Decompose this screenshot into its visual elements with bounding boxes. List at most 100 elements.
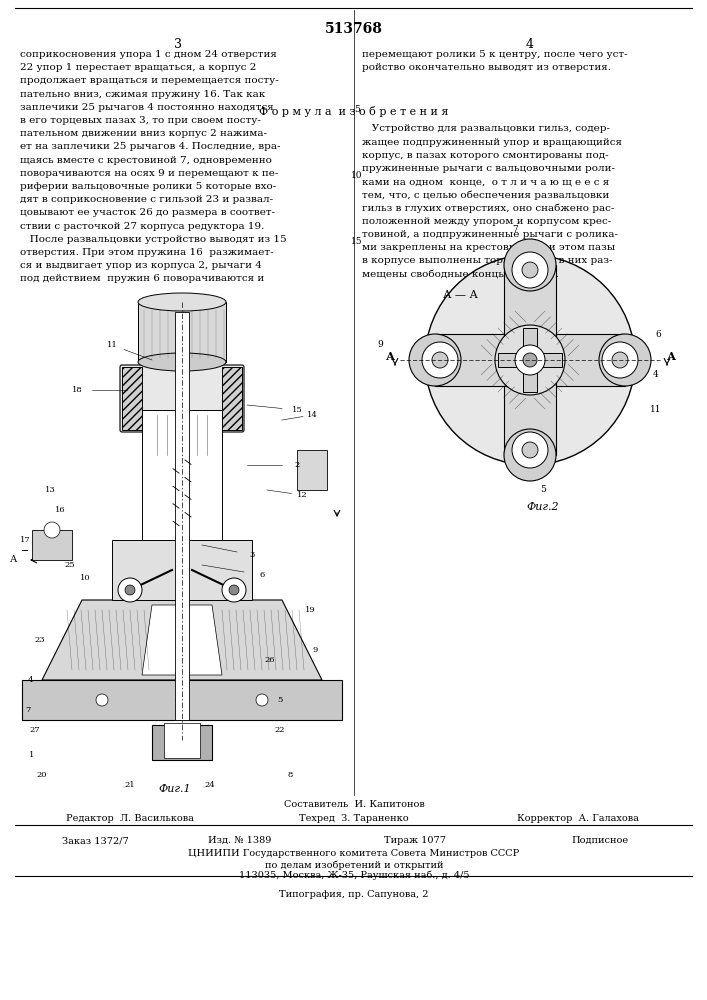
Polygon shape <box>504 360 556 455</box>
Text: Заказ 1372/7: Заказ 1372/7 <box>62 836 129 845</box>
Text: 5: 5 <box>354 105 360 114</box>
Text: соприкосновения упора 1 с дном 24 отверстия: соприкосновения упора 1 с дном 24 отверс… <box>20 50 277 59</box>
Text: 25: 25 <box>64 561 76 569</box>
Bar <box>175 312 189 720</box>
Text: 12: 12 <box>297 491 308 499</box>
Polygon shape <box>530 353 562 367</box>
Text: А — А: А — А <box>443 290 477 300</box>
Text: 4: 4 <box>526 38 534 51</box>
Bar <box>112 540 252 600</box>
Text: дят в соприкосновение с гильзой 23 и развал-: дят в соприкосновение с гильзой 23 и раз… <box>20 195 273 204</box>
Text: цовывают ее участок 26 до размера в соответ-: цовывают ее участок 26 до размера в соот… <box>20 208 275 217</box>
Text: заплечики 25 рычагов 4 постоянно находятся: заплечики 25 рычагов 4 постоянно находят… <box>20 103 274 112</box>
Ellipse shape <box>138 353 226 371</box>
Text: Ф о р м у л а  и з о б р е т е н и я: Ф о р м у л а и з о б р е т е н и я <box>259 106 449 117</box>
Text: 10: 10 <box>80 574 90 582</box>
Text: После развальцовки устройство выводят из 15: После развальцовки устройство выводят из… <box>20 235 286 244</box>
Text: 24: 24 <box>204 781 216 789</box>
Circle shape <box>256 694 268 706</box>
Text: Фиг.1: Фиг.1 <box>158 784 192 794</box>
Text: 9: 9 <box>312 646 317 654</box>
Circle shape <box>512 252 548 288</box>
Text: мещены свободные концы рычагов.: мещены свободные концы рычагов. <box>362 270 559 279</box>
Circle shape <box>425 255 635 465</box>
Circle shape <box>118 578 142 602</box>
Text: Изд. № 1389: Изд. № 1389 <box>209 836 271 845</box>
Circle shape <box>432 352 448 368</box>
Bar <box>164 723 200 758</box>
Text: 5: 5 <box>277 696 283 704</box>
Text: поворачиваются на осях 9 и перемещают к пе-: поворачиваются на осях 9 и перемещают к … <box>20 169 279 178</box>
FancyBboxPatch shape <box>120 365 244 432</box>
Text: жащее подпружиненный упор и вращающийся: жащее подпружиненный упор и вращающийся <box>362 138 622 147</box>
Text: 2: 2 <box>294 461 300 469</box>
Text: Устройство для развальцовки гильз, содер-: Устройство для развальцовки гильз, содер… <box>362 124 610 133</box>
Text: 15: 15 <box>351 237 363 246</box>
Bar <box>152 725 212 760</box>
Text: 23: 23 <box>35 636 45 644</box>
Text: ствии с расточкой 27 корпуса редуктора 19.: ствии с расточкой 27 корпуса редуктора 1… <box>20 222 264 231</box>
Text: тем, что, с целью обеспечения развальцовки: тем, что, с целью обеспечения развальцов… <box>362 190 609 200</box>
Circle shape <box>125 585 135 595</box>
Text: ЦНИИПИ Государственного комитета Совета Министров СССР: ЦНИИПИ Государственного комитета Совета … <box>188 849 520 858</box>
Circle shape <box>515 345 545 375</box>
Circle shape <box>523 353 537 367</box>
Text: 7: 7 <box>25 706 30 714</box>
Text: Подписное: Подписное <box>571 836 629 845</box>
Circle shape <box>522 262 538 278</box>
Circle shape <box>96 694 108 706</box>
Bar <box>142 410 222 540</box>
Circle shape <box>176 694 188 706</box>
Circle shape <box>599 334 651 386</box>
Text: 3: 3 <box>174 38 182 51</box>
Text: в корпусе выполнены торцевыми и в них раз-: в корпусе выполнены торцевыми и в них ра… <box>362 256 612 265</box>
Polygon shape <box>222 367 242 430</box>
Text: ройство окончательно выводят из отверстия.: ройство окончательно выводят из отверсти… <box>362 63 611 72</box>
Text: 3: 3 <box>250 551 255 559</box>
Circle shape <box>522 442 538 458</box>
Text: ми закреплены на крестовине, при этом пазы: ми закреплены на крестовине, при этом па… <box>362 243 615 252</box>
Bar <box>22 680 342 720</box>
Text: пательно вниз, сжимая пружину 16. Так как: пательно вниз, сжимая пружину 16. Так ка… <box>20 90 265 99</box>
Polygon shape <box>498 353 530 367</box>
Text: гильз в глухих отверстиях, оно снабжено рас-: гильз в глухих отверстиях, оно снабжено … <box>362 204 614 213</box>
Polygon shape <box>523 328 537 360</box>
Text: 4: 4 <box>28 676 33 684</box>
Text: 18: 18 <box>71 386 83 394</box>
Text: 11: 11 <box>650 405 662 414</box>
Text: Типография, пр. Сапунова, 2: Типография, пр. Сапунова, 2 <box>279 890 428 899</box>
Text: 21: 21 <box>124 781 135 789</box>
Polygon shape <box>504 265 556 360</box>
Text: корпус, в пазах которого смонтированы под-: корпус, в пазах которого смонтированы по… <box>362 151 609 160</box>
Text: товиной, а подпружиненные рычаги с ролика-: товиной, а подпружиненные рычаги с ролик… <box>362 230 618 239</box>
Text: А: А <box>10 556 17 564</box>
Bar <box>297 450 327 490</box>
Text: Техред  З. Тараненко: Техред З. Тараненко <box>299 814 409 823</box>
Circle shape <box>602 342 638 378</box>
Polygon shape <box>122 367 142 430</box>
Circle shape <box>422 342 458 378</box>
Text: 22: 22 <box>275 726 285 734</box>
Text: Редактор  Л. Василькова: Редактор Л. Василькова <box>66 814 194 823</box>
Text: 6: 6 <box>259 571 264 579</box>
Text: ет на заплечики 25 рычагов 4. Последние, вра-: ет на заплечики 25 рычагов 4. Последние,… <box>20 142 281 151</box>
Text: А: А <box>667 351 676 361</box>
Text: 17: 17 <box>20 536 30 544</box>
Text: 22 упор 1 перестает вращаться, а корпус 2: 22 упор 1 перестает вращаться, а корпус … <box>20 63 257 72</box>
Circle shape <box>229 585 239 595</box>
Text: перемещают ролики 5 к центру, после чего уст-: перемещают ролики 5 к центру, после чего… <box>362 50 628 59</box>
Text: 4: 4 <box>653 370 659 379</box>
Text: Составитель  И. Капитонов: Составитель И. Капитонов <box>284 800 424 809</box>
Text: 9: 9 <box>377 340 383 349</box>
Text: 20: 20 <box>37 771 47 779</box>
Text: 513768: 513768 <box>325 22 383 36</box>
Text: Тираж 1077: Тираж 1077 <box>384 836 446 845</box>
Text: 26: 26 <box>264 656 275 664</box>
Circle shape <box>612 352 628 368</box>
Text: 16: 16 <box>54 506 65 514</box>
Text: 27: 27 <box>30 726 40 734</box>
Polygon shape <box>530 334 625 386</box>
Bar <box>32 530 72 560</box>
Text: продолжает вращаться и перемещается посту-: продолжает вращаться и перемещается пост… <box>20 76 279 85</box>
Text: риферии вальцовочные ролики 5 которые вхо-: риферии вальцовочные ролики 5 которые вх… <box>20 182 276 191</box>
